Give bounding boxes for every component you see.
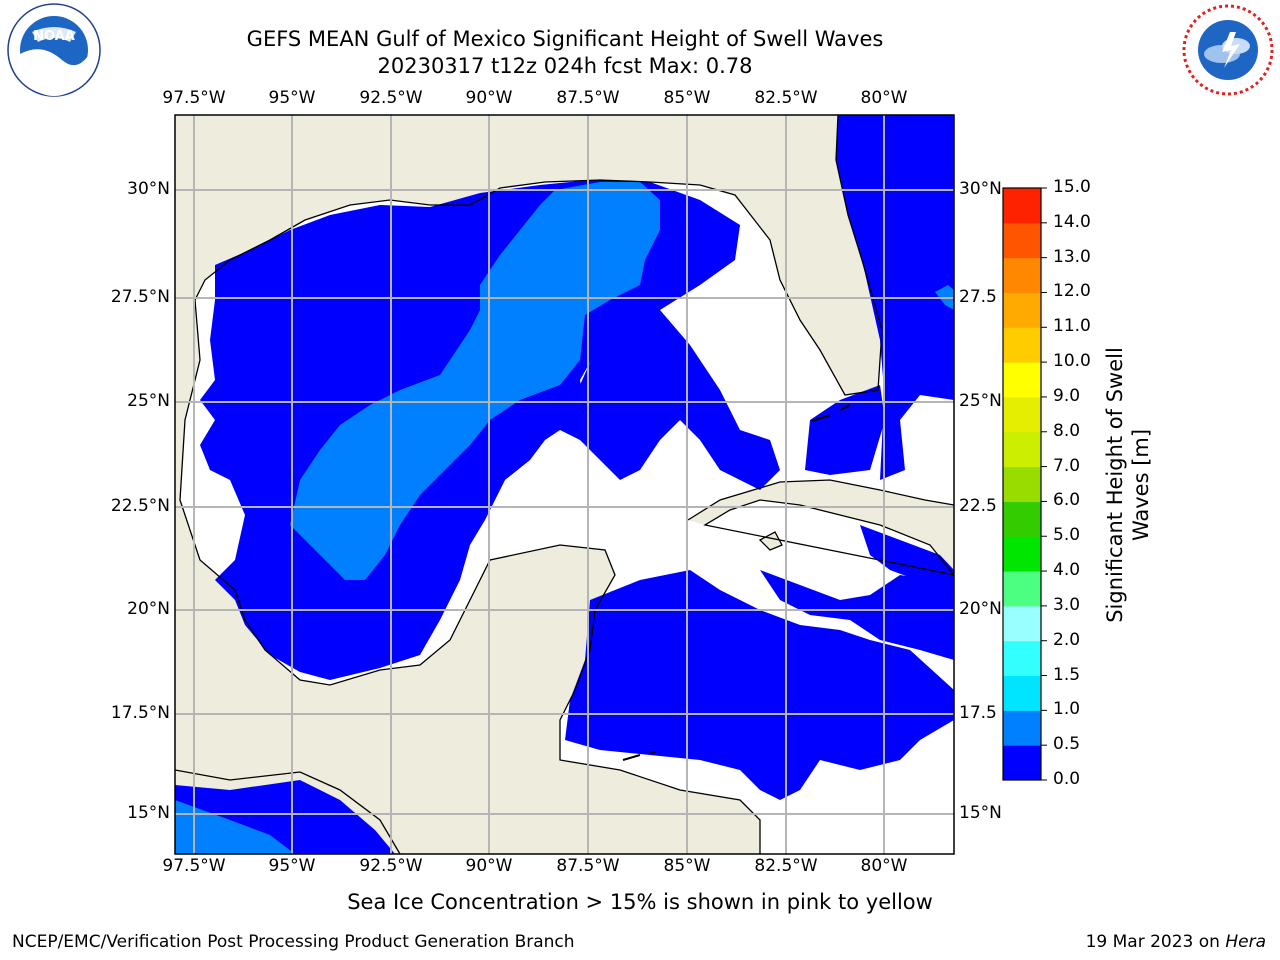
lat-label-right: 22.5 [959, 496, 997, 516]
swell-field-light-central-gulf [290, 182, 660, 580]
lon-label-top: 85°W [663, 88, 711, 108]
coastline-cuba [687, 479, 954, 576]
colorbar-swatch-9 [1003, 431, 1041, 468]
colorbar-swatch-15 [1003, 222, 1041, 259]
coastline-florida-keys [811, 404, 851, 422]
colorbar-tick-label: 2.0 [1053, 629, 1081, 650]
swell-field-deep-caribbean [565, 570, 954, 800]
colorbar-swatch-16 [1003, 188, 1041, 224]
chart-title-line-1: GEFS MEAN Gulf of Mexico Significant Hei… [246, 27, 884, 51]
lon-label-bottom: 87.5°W [556, 856, 620, 876]
colorbar-swatch-0 [1003, 745, 1041, 781]
colorbar-tick-label: 1.0 [1053, 699, 1081, 720]
colorbar-tick-label: 5.0 [1053, 525, 1081, 546]
lat-label-left: 15°N [127, 803, 170, 823]
lon-label-top: 95°W [268, 88, 316, 108]
footer-machine: Hera [1225, 932, 1266, 952]
colorbar-label-line-1: Significant Height of Swell [1103, 347, 1127, 623]
colorbar-swatch-7 [1003, 501, 1041, 537]
colorbar-tick-label: 11.0 [1053, 316, 1091, 337]
coastline-isle-of-youth [758, 531, 783, 551]
noaa-logo-text: NOAA [33, 29, 75, 44]
colorbar-tick-label: 0.0 [1053, 769, 1081, 789]
colorbar-tick-label: 3.0 [1053, 594, 1081, 615]
lat-label-left: 27.5°N [110, 287, 170, 307]
colorbar-label-line-2: Waves [m] [1129, 428, 1153, 542]
lat-label-right: 30°N [959, 179, 1002, 199]
lat-label-left: 17.5°N [110, 703, 170, 723]
colorbar-swatch-5 [1003, 571, 1041, 607]
footer-credit: NCEP/EMC/Verification Post Processing Pr… [12, 932, 575, 952]
colorbar-swatch-10 [1003, 396, 1041, 433]
lat-label-right: 17.5 [959, 703, 997, 723]
colorbar-tick-label: 13.0 [1053, 246, 1091, 267]
lon-label-top: 82.5°W [754, 88, 818, 108]
lon-label-bottom: 92.5°W [359, 856, 423, 876]
swell-field-deep-central [560, 310, 780, 490]
colorbar-tick-label: 1.5 [1053, 664, 1081, 685]
colorbar-swatch-6 [1003, 536, 1041, 572]
lat-label-left: 25°N [127, 391, 170, 411]
colorbar-tick-label: 14.0 [1053, 211, 1091, 232]
lon-label-bottom: 80°W [860, 856, 908, 876]
lon-label-bottom: 97.5°W [162, 856, 226, 876]
map-area [175, 115, 954, 854]
noaa-logo-icon: NOAA [7, 3, 101, 97]
lon-label-bottom: 95°W [268, 856, 316, 876]
colorbar-swatch-14 [1003, 257, 1041, 293]
colorbar-tick-label: 0.5 [1053, 734, 1081, 755]
lat-label-left: 30°N [127, 179, 170, 199]
colorbar-swatch-3 [1003, 640, 1041, 677]
colorbar-swatch-13 [1003, 292, 1041, 328]
lon-label-top: 97.5°W [162, 88, 226, 108]
colorbar-label: Significant Height of Swell Waves [m] [1102, 347, 1154, 623]
colorbar-swatch-12 [1003, 327, 1041, 363]
colorbar-swatch-1 [1003, 710, 1041, 746]
footer-date: 19 Mar 2023 on Hera [1086, 932, 1266, 952]
lat-label-left: 22.5°N [110, 496, 170, 516]
colorbar-tick-label: 15.0 [1053, 177, 1091, 197]
colorbar-swatch-8 [1003, 466, 1041, 502]
colorbar-tick-label: 7.0 [1053, 455, 1081, 476]
lon-label-top: 87.5°W [556, 88, 620, 108]
lon-label-bottom: 85°W [663, 856, 711, 876]
swell-field-deep-east-caribbean [760, 570, 954, 660]
colorbar-tick-label: 8.0 [1053, 420, 1081, 441]
colorbar-tick-label: 10.0 [1053, 351, 1091, 372]
colorbar-swatch-4 [1003, 605, 1041, 642]
coastline-bay-islands [622, 751, 657, 761]
colorbar-tick-label: 9.0 [1053, 385, 1081, 406]
colorbar-frame [1002, 187, 1042, 781]
lat-label-right: 25°N [959, 391, 1002, 411]
lat-label-right: 27.5 [959, 287, 997, 307]
land-cuba [688, 480, 954, 575]
colorbar-swatch-2 [1003, 675, 1041, 711]
colorbar-tick-label: 6.0 [1053, 490, 1081, 511]
lon-label-bottom: 82.5°W [754, 856, 818, 876]
footer-date-text: 19 Mar 2023 on [1085, 932, 1226, 952]
swell-field-deep-straits [805, 385, 885, 475]
coastline-pacific [175, 769, 401, 854]
lon-label-top: 92.5°W [359, 88, 423, 108]
lon-label-bottom: 90°W [465, 856, 513, 876]
lon-label-top: 90°W [465, 88, 513, 108]
colorbar-tick-label: 4.0 [1053, 560, 1081, 581]
lat-label-right: 15°N [959, 803, 1002, 823]
sea-ice-note: Sea Ice Concentration > 15% is shown in … [347, 890, 933, 914]
lat-label-right: 20°N [959, 599, 1002, 619]
lon-label-top: 80°W [860, 88, 908, 108]
lat-label-left: 20°N [127, 599, 170, 619]
map-frame [174, 114, 955, 855]
nws-logo-icon [1182, 4, 1274, 96]
colorbar-tick-label: 12.0 [1053, 281, 1091, 302]
chart-title-line-2: 20230317 t12z 024h fcst Max: 0.78 [377, 54, 753, 78]
colorbar-swatch-11 [1003, 362, 1041, 398]
